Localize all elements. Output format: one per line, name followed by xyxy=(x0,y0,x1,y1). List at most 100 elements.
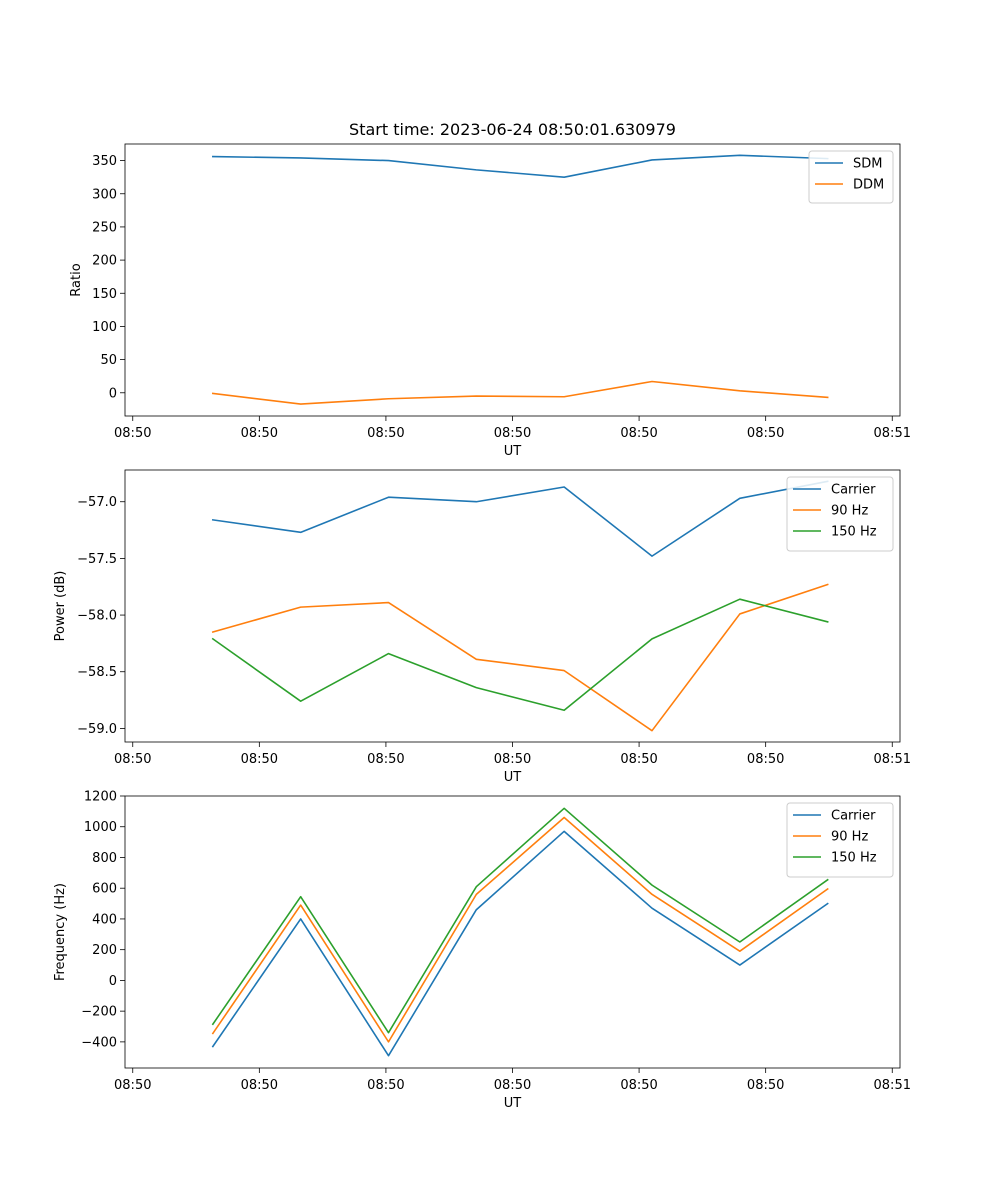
series-sdm xyxy=(212,154,829,178)
x-axis-label: UT xyxy=(504,1096,522,1111)
y-tick-label: 50 xyxy=(100,353,117,368)
legend: SDM DDM xyxy=(808,150,894,204)
data-point xyxy=(739,613,741,615)
data-point xyxy=(826,902,828,904)
x-tick-label: 08:50 xyxy=(747,426,784,441)
y-tick-label: −59.0 xyxy=(77,722,117,737)
data-point xyxy=(651,555,653,557)
data-point xyxy=(563,830,565,832)
x-axis-label: UT xyxy=(504,770,522,785)
x-tick-label: 08:51 xyxy=(874,752,911,767)
data-point xyxy=(299,531,301,533)
panel-2: 08:50 08:50 08:50 08:50 08:50 08:50 08:51 −59.0… xyxy=(53,469,911,785)
y-tick-label: 150 xyxy=(92,287,117,302)
data-point xyxy=(475,395,477,397)
data-point xyxy=(475,893,477,895)
series-line xyxy=(211,583,829,732)
data-point xyxy=(651,884,653,886)
x-tick-label: 08:50 xyxy=(114,426,151,441)
data-point xyxy=(212,1023,214,1025)
data-point xyxy=(739,497,741,499)
series-90-hz xyxy=(211,583,829,732)
y-tick-label: −57.0 xyxy=(77,495,117,510)
data-point xyxy=(299,403,301,405)
data-point xyxy=(387,1031,389,1033)
legend-entry: 90 Hz xyxy=(831,504,868,519)
series-90-hz xyxy=(211,816,829,1043)
x-tick-label: 08:50 xyxy=(114,752,151,767)
chart-title: Start time: 2023-06-24 08:50:01.630979 xyxy=(349,120,676,139)
data-point xyxy=(212,519,214,521)
data-point xyxy=(826,583,828,585)
data-point xyxy=(739,964,741,966)
data-point xyxy=(739,598,741,600)
x-tick-label: 08:51 xyxy=(874,1078,911,1093)
data-point xyxy=(299,157,301,159)
data-point xyxy=(387,652,389,654)
data-point xyxy=(739,154,741,156)
series-line xyxy=(211,380,829,405)
y-tick-label: 0 xyxy=(109,386,117,401)
y-axis-label: Power (dB) xyxy=(53,571,68,642)
legend-entry: SDM xyxy=(853,157,882,172)
data-point xyxy=(651,159,653,161)
data-point xyxy=(563,709,565,711)
legend: Carrier 90 Hz 150 Hz xyxy=(786,476,894,552)
x-tick-label: 08:50 xyxy=(620,426,657,441)
data-point xyxy=(212,155,214,157)
x-tick-label: 08:50 xyxy=(241,1078,278,1093)
legend-box xyxy=(786,802,894,878)
data-point xyxy=(563,396,565,398)
data-point xyxy=(475,885,477,887)
data-point xyxy=(475,169,477,171)
data-point xyxy=(299,895,301,897)
legend-entry: 150 Hz xyxy=(831,525,877,540)
data-point xyxy=(387,496,389,498)
data-point xyxy=(212,392,214,394)
data-point xyxy=(387,159,389,161)
data-point xyxy=(563,816,565,818)
y-tick-label: −400 xyxy=(81,1035,117,1050)
x-tick-label: 08:50 xyxy=(114,1078,151,1093)
plot-area xyxy=(124,795,901,1069)
data-point xyxy=(212,631,214,633)
data-point xyxy=(826,888,828,890)
x-tick-label: 08:50 xyxy=(747,1078,784,1093)
data-point xyxy=(299,904,301,906)
data-point xyxy=(299,918,301,920)
x-tick-label: 08:50 xyxy=(241,426,278,441)
x-tick-label: 08:50 xyxy=(494,752,531,767)
x-tick-label: 08:50 xyxy=(620,752,657,767)
y-tick-label: −200 xyxy=(81,1005,117,1020)
data-point xyxy=(475,909,477,911)
data-point xyxy=(212,1032,214,1034)
data-point xyxy=(387,1041,389,1043)
y-tick-label: 400 xyxy=(92,912,117,927)
data-point xyxy=(651,907,653,909)
x-tick-label: 08:50 xyxy=(620,1078,657,1093)
data-point xyxy=(651,638,653,640)
series-150-hz xyxy=(211,807,829,1034)
data-point xyxy=(739,941,741,943)
y-tick-label: −58.5 xyxy=(77,665,117,680)
data-point xyxy=(475,686,477,688)
data-point xyxy=(212,638,214,640)
y-axis-label: Ratio xyxy=(69,263,84,296)
data-point xyxy=(563,176,565,178)
y-tick-label: 350 xyxy=(92,154,117,169)
data-point xyxy=(651,729,653,731)
legend-entry: 150 Hz xyxy=(831,851,877,866)
data-point xyxy=(299,606,301,608)
panel-1: 08:50 08:50 08:50 08:50 08:50 08:50 08:51 0 50 10… xyxy=(69,120,911,459)
data-point xyxy=(387,1055,389,1057)
data-point xyxy=(387,398,389,400)
series-line xyxy=(211,807,829,1034)
legend-entry: DDM xyxy=(853,178,884,193)
x-tick-label: 08:50 xyxy=(367,752,404,767)
data-point xyxy=(212,1045,214,1047)
y-tick-label: 200 xyxy=(92,254,117,269)
legend-entry: Carrier xyxy=(831,483,876,498)
panel-3: 08:50 08:50 08:50 08:50 08:50 08:50 08:51 −400 −… xyxy=(53,790,911,1112)
y-axis-label: Frequency (Hz) xyxy=(53,883,68,981)
data-point xyxy=(739,950,741,952)
